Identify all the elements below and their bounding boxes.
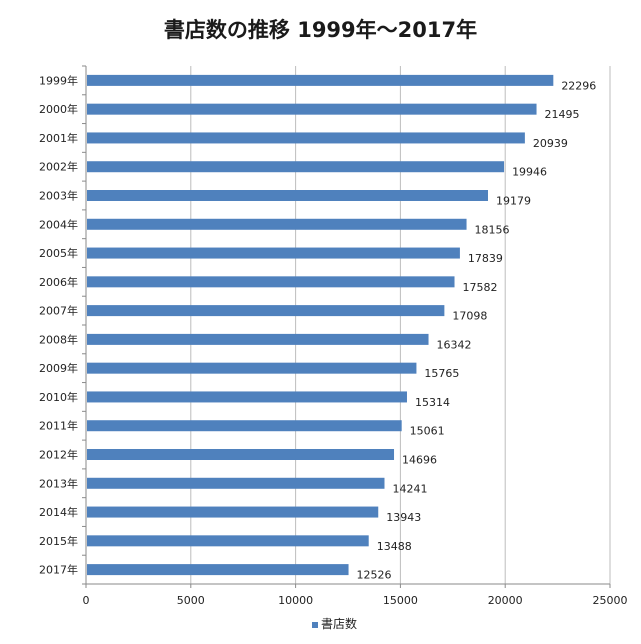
data-label: 16342 [437,338,472,351]
legend-label: 書店数 [321,616,357,631]
data-label: 18156 [475,223,510,236]
bar [87,276,455,288]
bar [87,506,379,518]
y-tick-label: 2005年 [39,246,78,260]
y-tick-label: 1999年 [39,73,78,87]
bar [87,190,488,201]
y-tick-label: 2003年 [39,189,78,203]
data-label: 19946 [512,166,547,179]
x-tick-label: 10000 [278,594,313,607]
data-label: 17098 [452,310,487,323]
y-tick-label: 2012年 [39,448,78,462]
x-tick-label: 20000 [488,594,523,607]
x-tick-label: 15000 [383,594,418,607]
data-label: 13943 [386,511,421,524]
y-tick-label: 2007年 [39,304,78,318]
y-tick-label: 2010年 [39,390,78,404]
bar [87,333,429,345]
y-tick-label: 2008年 [39,332,78,346]
chart-title: 書店数の推移 1999年～2017年 [163,18,478,42]
bar [87,103,537,115]
bar [87,305,445,317]
bar [87,362,417,374]
data-label: 15765 [424,367,459,380]
bar [87,247,460,259]
bar [87,449,395,460]
x-tick-label: 5000 [177,594,205,607]
bar [87,420,402,432]
x-tick-label: 0 [83,594,90,607]
data-label: 13488 [377,540,412,553]
data-label: 17582 [463,281,498,294]
y-tick-label: 2000年 [39,102,78,116]
bar [87,477,385,489]
data-label: 14696 [402,454,437,467]
bar [87,564,349,576]
y-tick-label: 2013年 [39,476,78,490]
y-tick-label: 2017年 [39,563,78,577]
legend-swatch [312,622,318,628]
data-label: 14241 [392,482,427,495]
bar [87,132,525,144]
y-tick-label: 2001年 [39,131,78,145]
y-tick-label: 2002年 [39,160,78,174]
data-label: 19179 [496,195,531,208]
bar [87,74,554,86]
y-tick-label: 2006年 [39,275,78,289]
bar [87,218,467,230]
y-tick-label: 2015年 [39,534,78,548]
y-tick-label: 2004年 [39,217,78,231]
y-tick-label: 2009年 [39,361,78,375]
bar [87,535,369,547]
y-tick-label: 2014年 [39,505,78,519]
data-label: 17839 [468,252,503,265]
data-label: 12526 [357,569,392,582]
data-label: 15061 [410,425,445,438]
data-label: 20939 [533,137,568,150]
bar [87,161,505,173]
bar [87,391,407,403]
data-label: 22296 [561,79,596,92]
x-tick-label: 25000 [593,594,628,607]
data-label: 15314 [415,396,450,409]
y-tick-label: 2011年 [39,419,78,433]
data-label: 21495 [545,108,580,121]
